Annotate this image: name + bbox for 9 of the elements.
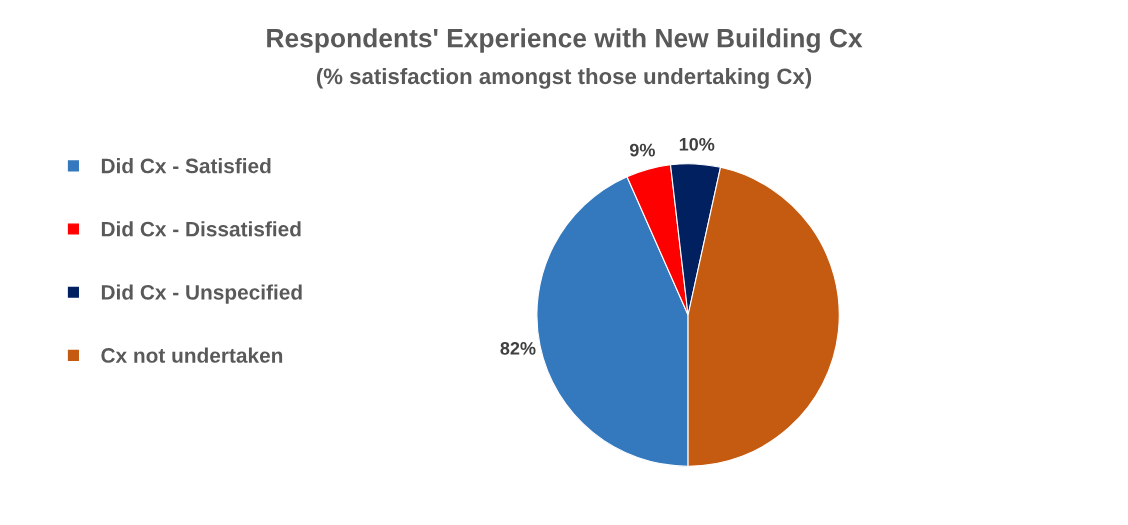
legend-label: Did Cx - Dissatisfied: [101, 221, 301, 237]
legend-label: Did Cx - Unspecified: [101, 284, 302, 304]
data-label: 82%: [500, 341, 536, 355]
legend-label: Did Cx - Satisfied: [101, 158, 271, 174]
data-label: 10%: [679, 137, 715, 151]
chart-title: Respondents' Experience with New Building Cx: [267, 28, 863, 53]
legend-label: Cx not undertaken: [101, 347, 283, 363]
data-label: 9%: [629, 143, 655, 157]
chart-subtitle: (% satisfaction amongst those undertaking Cx): [316, 67, 812, 89]
